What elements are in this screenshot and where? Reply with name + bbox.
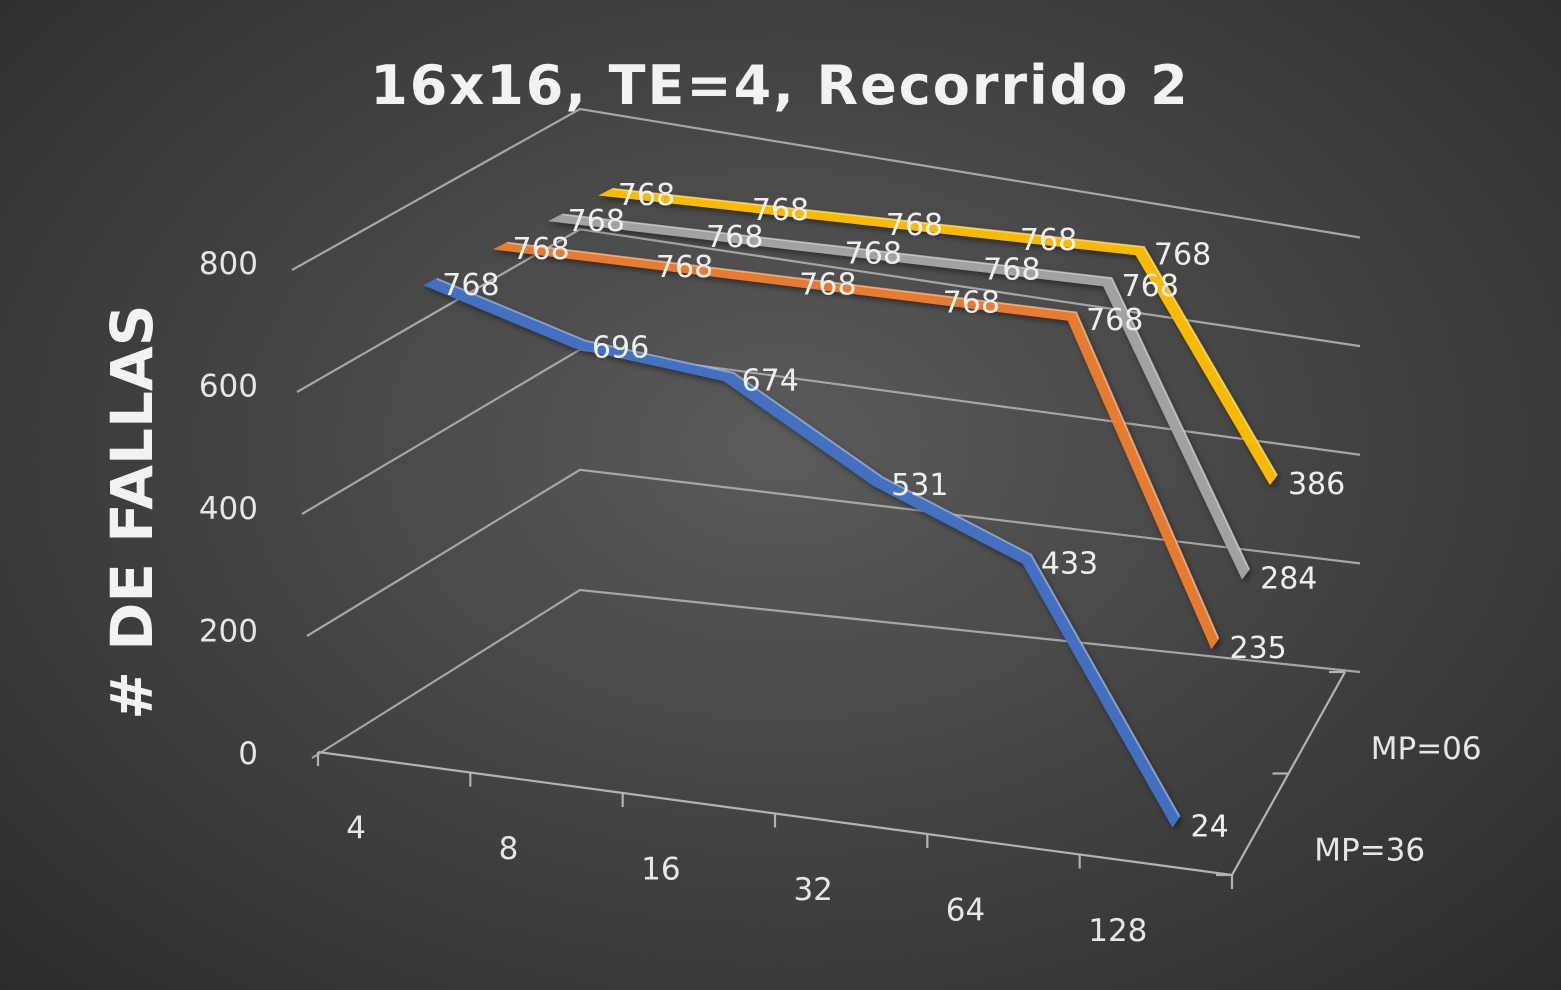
x-tick-label: 8 (499, 831, 519, 867)
depth-tick-label: MP=06 (1371, 731, 1482, 767)
x-tick-label: 16 (641, 851, 680, 887)
data-label: 24 (1191, 810, 1229, 845)
gridline-0 (311, 588, 1361, 759)
series-4-ribbon (598, 187, 1278, 486)
data-label: 768 (513, 232, 570, 267)
gridline-400 (301, 348, 1361, 515)
chart-title: 16x16, TE=4, Recorrido 2 (370, 54, 1190, 117)
gridline-800 (291, 107, 1361, 271)
series-3-ribbon (547, 213, 1250, 580)
data-label: 768 (442, 268, 499, 303)
data-label: 768 (752, 193, 809, 228)
depth-tick-label: MP=36 (1314, 832, 1425, 868)
data-label: 768 (943, 285, 1000, 320)
data-label: 768 (799, 268, 856, 303)
data-label: 386 (1288, 467, 1345, 502)
series-2-highlight (506, 241, 1220, 640)
series-2-ribbon (492, 241, 1220, 650)
data-label: 768 (656, 250, 713, 285)
data-label: 235 (1230, 631, 1287, 666)
data-label: 433 (1041, 546, 1098, 581)
gridlines: 0 200 400 600 800 (199, 107, 1361, 772)
data-label: 768 (1122, 269, 1179, 304)
data-label: 531 (891, 468, 948, 503)
y-tick-label: 400 (199, 491, 258, 527)
y-axis-title: # DE FALLAS (98, 304, 166, 719)
data-label: 696 (592, 331, 649, 366)
data-label: 768 (983, 253, 1040, 288)
y-tick-label: 600 (199, 369, 258, 405)
x-tick-label: 4 (346, 810, 366, 846)
y-tick-label: 0 (238, 736, 258, 772)
data-label: 768 (845, 236, 902, 271)
data-label: 768 (1086, 303, 1143, 338)
series-layer (423, 187, 1278, 828)
series-4-highlight (612, 187, 1278, 476)
data-label: 768 (568, 204, 625, 239)
data-label: 768 (618, 178, 675, 213)
series-1-segment (1022, 553, 1181, 828)
series-3-highlight (562, 213, 1250, 570)
series-1-highlight (436, 277, 1181, 818)
y-tick-label: 800 (199, 246, 258, 282)
data-label: 768 (1154, 238, 1211, 273)
y-tick-label: 200 (199, 614, 258, 650)
x-tick-label: 128 (1088, 913, 1147, 949)
axes: 4 8 16 32 64 128 MP=36 MP=06 (316, 670, 1482, 949)
data-label: 768 (886, 208, 943, 243)
data-label: 768 (706, 220, 763, 255)
data-label: 768 (1020, 223, 1077, 258)
x-tick-label: 32 (793, 872, 832, 908)
data-label: 284 (1260, 562, 1317, 597)
gridline-600 (296, 228, 1361, 393)
data-label: 674 (742, 363, 799, 398)
series-1-ribbon (423, 277, 1181, 828)
gridline-200 (306, 468, 1361, 637)
x-tick-label: 64 (946, 892, 985, 928)
